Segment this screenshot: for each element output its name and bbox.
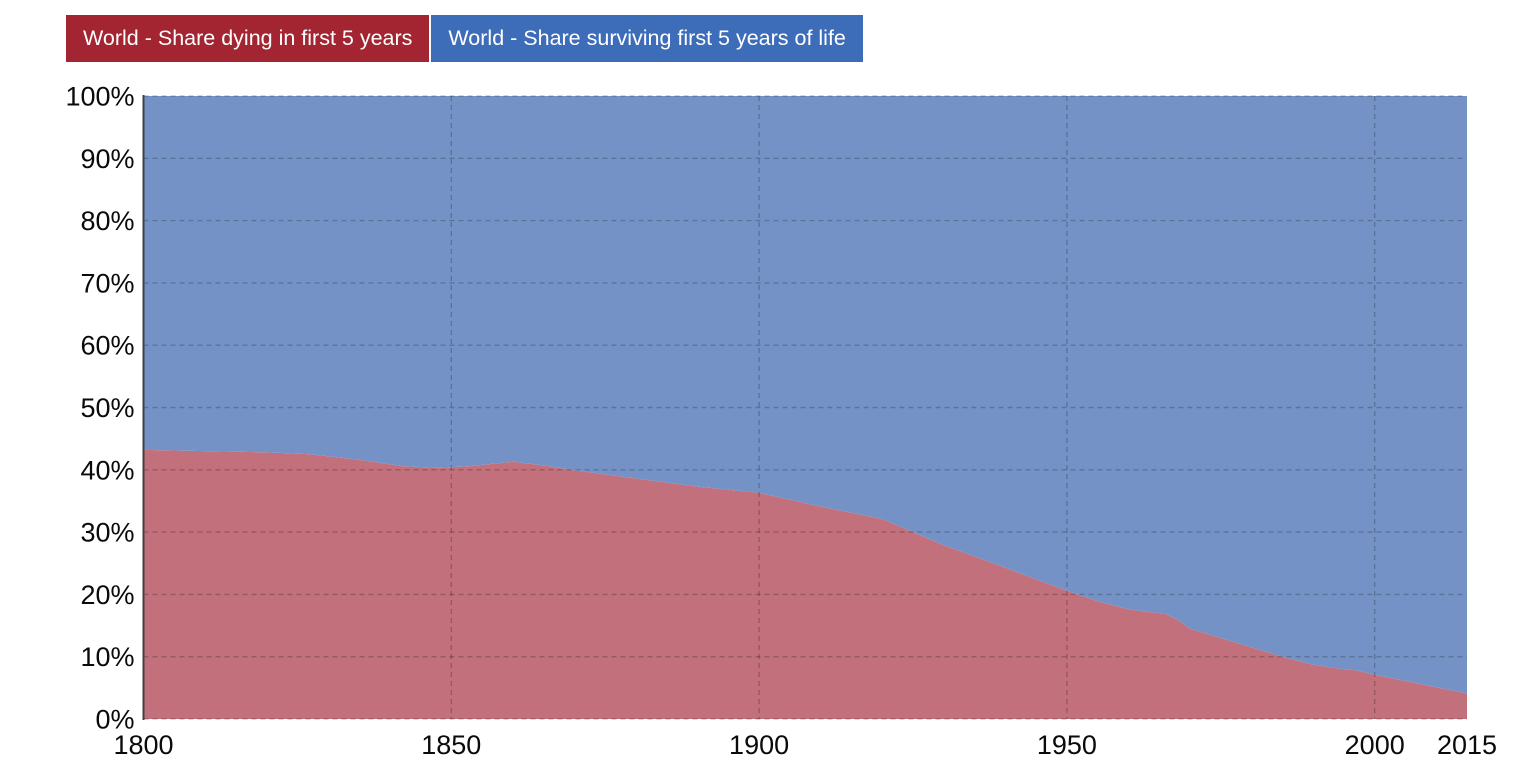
y-tick-label: 60% — [80, 331, 134, 361]
x-tick-label: 1900 — [729, 730, 789, 760]
y-tick-label: 10% — [80, 642, 134, 672]
y-tick-label: 70% — [80, 268, 134, 298]
area-surviving — [143, 96, 1467, 694]
legend-item-surviving-label: World - Share surviving first 5 years of… — [448, 26, 846, 50]
y-tick-label: 100% — [65, 82, 134, 112]
y-tick-label: 0% — [95, 705, 134, 735]
y-tick-label: 30% — [80, 518, 134, 548]
chart-tick-labels: 0% 10% 20% 30% 40% 50% 60% 70% 80% 90% 100% 1800 185… — [65, 82, 1497, 761]
x-tick-label: 2015 — [1437, 730, 1497, 760]
y-tick-label: 20% — [80, 580, 134, 610]
legend-item-surviving[interactable]: World - Share surviving first 5 years of… — [431, 15, 863, 62]
y-tick-label: 50% — [80, 393, 134, 423]
chart-areas — [143, 96, 1467, 719]
legend-item-dying-label: World - Share dying in first 5 years — [83, 26, 413, 50]
x-tick-label: 1950 — [1037, 730, 1097, 760]
y-tick-label: 90% — [80, 144, 134, 174]
legend-item-dying[interactable]: World - Share dying in first 5 years — [66, 15, 430, 62]
x-tick-label: 1850 — [421, 730, 481, 760]
y-tick-label: 40% — [80, 455, 134, 485]
chart-gridlines — [143, 95, 1467, 720]
area-dying — [143, 449, 1467, 719]
x-tick-label: 1800 — [113, 730, 173, 760]
y-tick-label: 80% — [80, 206, 134, 236]
chart-legend: World - Share dying in first 5 years Wor… — [66, 15, 863, 62]
x-tick-label: 2000 — [1345, 730, 1405, 760]
